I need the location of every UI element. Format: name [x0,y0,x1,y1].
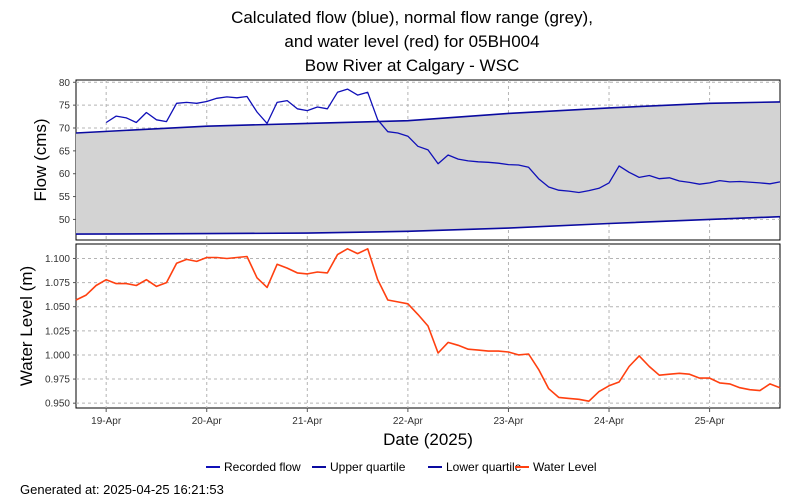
xtick-label: 20-Apr [192,416,223,427]
date-x-ticks: 19-Apr 20-Apr 21-Apr 22-Apr 23-Apr 24-Apr 25-A… [91,408,725,427]
legend-label: Lower quartile [446,460,522,474]
flow-ytick-label: 50 [59,215,71,226]
wl-ytick-label: 1.000 [45,350,70,361]
legend-item: Recorded flow [206,460,301,474]
water-level-series-lines [75,248,781,403]
xtick-label: 19-Apr [91,416,122,427]
title-line-2: and water level (red) for 05BH004 [284,32,539,51]
xtick-label: 21-Apr [292,416,323,427]
wl-ytick-label: 0.950 [45,399,70,410]
upper-quartile-line [75,101,781,134]
legend-item: Water Level [515,460,597,474]
legend-item: Upper quartile [312,460,406,474]
recorded-flow-line [105,88,781,194]
water-level-panel: 0.950 0.975 1.000 1.025 1.050 1.075 1.100 19-A… [17,243,781,449]
legend-label: Upper quartile [330,460,406,474]
flow-axis-title: Flow (cms) [31,118,50,201]
legend: Recorded flow Upper quartile Lower quartil… [206,460,597,474]
lower-quartile-line [75,215,781,235]
xtick-label: 22-Apr [393,416,424,427]
wl-ytick-label: 1.050 [45,302,70,313]
chart-title: Calculated flow (blue), normal flow rang… [231,8,593,75]
flow-ytick-label: 55 [59,192,71,203]
water-level-y-ticks: 0.950 0.975 1.000 1.025 1.050 1.075 1.100 [45,254,76,410]
xtick-label: 24-Apr [594,416,625,427]
wl-ytick-label: 1.100 [45,254,70,265]
flow-series-lines [75,88,781,235]
flow-panel: 50 55 60 65 70 75 80 Flow (cms) [31,78,781,241]
wl-ytick-label: 1.025 [45,326,70,337]
flow-ytick-label: 80 [59,78,71,89]
legend-label: Recorded flow [224,460,301,474]
x-axis-title: Date (2025) [383,430,473,449]
wl-ytick-label: 1.075 [45,278,70,289]
title-line-1: Calculated flow (blue), normal flow rang… [231,8,593,27]
legend-item: Lower quartile [428,460,522,474]
wl-ytick-label: 0.975 [45,375,70,386]
flow-ytick-label: 75 [59,101,71,112]
normal-flow-range-area [76,101,780,235]
water-level-line [75,248,781,403]
flow-ytick-label: 60 [59,169,71,180]
water-level-axis-title: Water Level (m) [17,266,36,386]
title-line-3: Bow River at Calgary - WSC [305,56,519,75]
flow-ytick-label: 65 [59,146,71,157]
flow-y-ticks: 50 55 60 65 70 75 80 [59,78,76,226]
flow-ytick-label: 70 [59,124,71,135]
xtick-label: 25-Apr [695,416,726,427]
generated-at-text: Generated at: 2025-04-25 16:21:53 [20,482,224,497]
xtick-label: 23-Apr [493,416,524,427]
legend-label: Water Level [533,460,597,474]
